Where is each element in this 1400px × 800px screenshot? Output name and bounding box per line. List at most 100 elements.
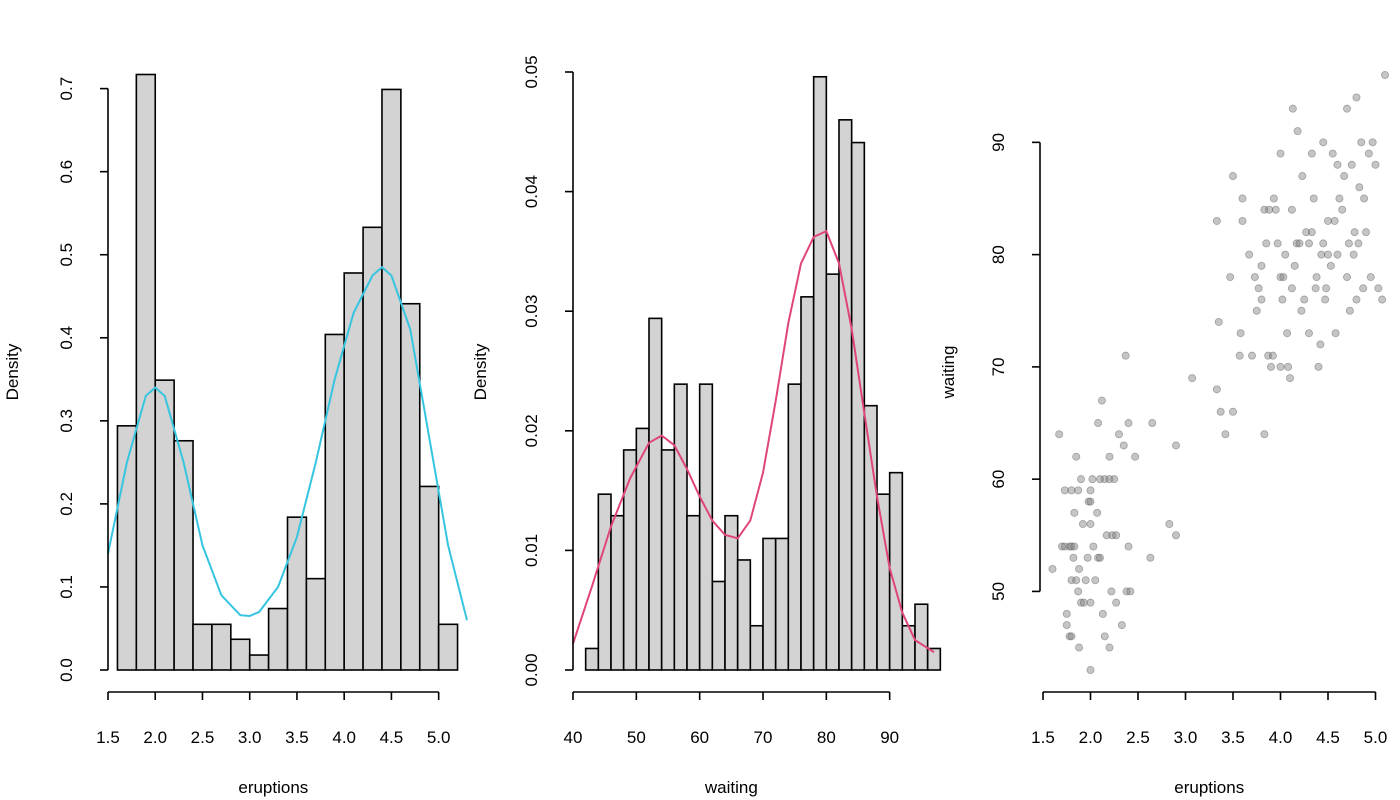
x-tick-label: 4.5 (380, 728, 404, 747)
scatter-point (1107, 587, 1116, 596)
x-tick-label: 80 (817, 728, 836, 747)
scatter-point (1172, 531, 1181, 540)
eruptions-waiting-scatter-panel: 1.5 2.0 2.5 3.0 3.5 4.0 4.5 5.0 50 60 70 80 90 erupti… (939, 71, 1390, 797)
x-tick-label: 2.0 (1079, 728, 1103, 747)
scatter-point (1333, 160, 1342, 169)
scatter-point (1235, 351, 1244, 360)
scatter-point (1357, 138, 1366, 147)
x-tick-label: 5.0 (427, 728, 451, 747)
x-tick-label: 1.5 (96, 728, 120, 747)
scatter-point (1257, 261, 1266, 270)
scatter-point (1093, 508, 1102, 517)
histogram-bar (926, 647, 942, 671)
histogram-bar (192, 623, 213, 671)
histogram-bar (711, 580, 726, 671)
scatter-point (1117, 621, 1126, 630)
scatter-point (1075, 564, 1084, 573)
scatter-point (1216, 407, 1225, 416)
scatter-point (1362, 228, 1371, 237)
scatter-point (1279, 273, 1288, 282)
scatter-point (1276, 362, 1285, 371)
scatter-point (1124, 542, 1133, 551)
scatter-point (1112, 598, 1121, 607)
x-tick-label: 1.5 (1031, 728, 1055, 747)
x-tick-label: 3.5 (1221, 728, 1245, 747)
histogram-bar (437, 623, 459, 671)
scatter-point (1269, 194, 1278, 203)
scatter-point (1317, 250, 1326, 259)
scatter-point (1055, 430, 1064, 439)
histogram-bar (400, 302, 421, 671)
scatter-point (1226, 273, 1235, 282)
scatter-point (1119, 441, 1128, 450)
scatter-point (1267, 362, 1276, 371)
scatter-point (1309, 194, 1318, 203)
y-tick-label: 0.4 (57, 326, 76, 350)
scatter-point (1316, 340, 1325, 349)
scatter-point (1146, 553, 1155, 562)
scatter-point (1328, 149, 1337, 158)
scatter-point (1292, 239, 1301, 248)
x-tick-label: 70 (754, 728, 773, 747)
scatter-point (1048, 564, 1057, 573)
scatter-point (1378, 295, 1387, 304)
scatter-point (1371, 160, 1380, 169)
scatter-point (1115, 430, 1124, 439)
y-tick-label: 60 (989, 470, 1008, 489)
scatter-point (1131, 452, 1140, 461)
scatter-point (1067, 632, 1076, 641)
scatter-point (1070, 542, 1079, 551)
scatter-point (1374, 284, 1383, 293)
scatter-point (1058, 542, 1067, 551)
y-tick-label: 0.03 (522, 295, 541, 328)
x-tick-label: 90 (880, 728, 899, 747)
scatter-point (1212, 385, 1221, 394)
histogram-bar (736, 559, 752, 671)
x-tick-label: 50 (627, 728, 646, 747)
scatter-point (1254, 284, 1263, 293)
scatter-point (1276, 273, 1285, 282)
scatter-point (1319, 138, 1328, 147)
scatter-point (1065, 542, 1074, 551)
scatter-point (1214, 317, 1223, 326)
scatter-point (1330, 216, 1339, 225)
scatter-point (1268, 351, 1277, 360)
scatter-point (1250, 273, 1259, 282)
histogram-bar (838, 119, 853, 671)
scatter-point (1295, 239, 1304, 248)
y-tick-label: 90 (989, 133, 1008, 152)
scatter-point (1086, 520, 1095, 529)
scatter-point (1148, 419, 1157, 428)
density-curve (572, 229, 935, 653)
scatter-point (1112, 531, 1121, 540)
scatter-point (1307, 228, 1316, 237)
histogram-bar (825, 273, 840, 671)
y-tick-label: 0.02 (522, 414, 541, 447)
histogram-bar (584, 647, 600, 671)
scatter-point (1352, 295, 1361, 304)
y-tick-label: 0.05 (522, 55, 541, 88)
scatter-point (1122, 587, 1131, 596)
x-axis-title: waiting (704, 778, 758, 797)
histogram-bar (173, 439, 194, 671)
histogram-bar (749, 624, 764, 671)
scatter-point (1094, 419, 1103, 428)
x-tick-label: 3.5 (285, 728, 309, 747)
scatter-point (1311, 284, 1320, 293)
histogram-bar (267, 607, 289, 671)
scatter-point (1067, 542, 1076, 551)
scatter-point (1360, 194, 1369, 203)
scatter-point (1248, 351, 1257, 360)
scatter-point (1072, 576, 1081, 585)
scatter-point (1070, 508, 1079, 517)
density-curve (107, 265, 468, 621)
scatter-point (1283, 329, 1292, 338)
scatter-point (1324, 250, 1333, 259)
histogram-bar (248, 654, 270, 671)
histogram-bar (901, 624, 916, 671)
scatter-point (1077, 475, 1086, 484)
scatter-point (1245, 250, 1254, 259)
scatter-point (1165, 520, 1174, 529)
scatter-point (1273, 239, 1282, 248)
scatter-point (1098, 609, 1107, 618)
